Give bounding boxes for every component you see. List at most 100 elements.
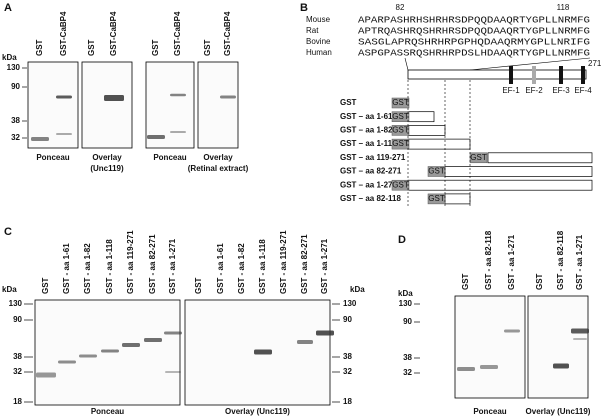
lane-label: GST bbox=[41, 277, 50, 294]
gel-band bbox=[164, 331, 182, 335]
lane-label: GST - aa 1-82 bbox=[237, 243, 246, 294]
lane-label: GST bbox=[203, 39, 212, 56]
sequence: APTRQASHRQSHRHRSDPQQDAAQRTYGPLLNRMFG bbox=[358, 26, 590, 37]
position-label: 118 bbox=[557, 3, 570, 12]
lane-label: GST - aa 119-271 bbox=[126, 230, 135, 294]
gst-box bbox=[391, 138, 410, 150]
caption: Ponceau bbox=[473, 407, 506, 416]
caption: Overlay bbox=[203, 153, 233, 162]
lane-label: GST - aa 1-61 bbox=[216, 243, 225, 294]
gst-tag: GST bbox=[428, 194, 445, 203]
lane-label: GST bbox=[35, 39, 44, 56]
caption: Ponceau bbox=[91, 407, 124, 416]
marker-label: 38 bbox=[403, 353, 412, 362]
position-label: 271 bbox=[588, 59, 601, 68]
ef-hand bbox=[559, 66, 563, 84]
lane-label: GST - aa 82-118 bbox=[556, 230, 565, 290]
lane-label: GST - aa 1-82 bbox=[83, 243, 92, 294]
lane-label: GST - aa 1-271 bbox=[168, 238, 177, 294]
species-label: Rat bbox=[306, 26, 319, 35]
construct-label: GST – aa 1-271 bbox=[340, 180, 397, 189]
gst-tag: GST bbox=[470, 153, 487, 162]
lane-label: GST - aa 1-271 bbox=[320, 238, 329, 294]
construct-label: GST – aa 1-61 bbox=[340, 112, 393, 121]
lane-label: GST - aa 82-271 bbox=[148, 234, 157, 294]
construct-bar bbox=[487, 152, 593, 164]
caption: (Unc119) bbox=[90, 164, 124, 173]
gel-band bbox=[480, 365, 498, 369]
gel-band bbox=[31, 137, 49, 141]
caption: Overlay (Unc119) bbox=[225, 407, 290, 416]
zoom-line bbox=[469, 57, 591, 71]
gel-band bbox=[297, 340, 313, 344]
lane-label: GST bbox=[461, 273, 470, 290]
caption: Overlay bbox=[92, 153, 122, 162]
ef-hand bbox=[532, 66, 536, 84]
panel-label: B bbox=[300, 2, 308, 14]
marker-label: 90 bbox=[343, 315, 352, 324]
caption: Ponceau bbox=[36, 153, 69, 162]
blot-frame bbox=[454, 295, 526, 399]
lane-label: GST-CaBP4 bbox=[59, 11, 68, 56]
lane-label: GST bbox=[535, 273, 544, 290]
marker-label: 90 bbox=[11, 82, 20, 91]
gst-box bbox=[427, 193, 446, 205]
lane-label: GST-CaBP4 bbox=[109, 11, 118, 56]
construct-bar bbox=[407, 138, 471, 150]
units-label: kDa bbox=[2, 285, 17, 294]
construct-label: GST – aa 82-118 bbox=[340, 194, 401, 203]
gel-band bbox=[147, 135, 165, 139]
construct-label: GST – aa 1-82 bbox=[340, 126, 393, 135]
marker-label: 130 bbox=[343, 299, 357, 308]
blot-frame bbox=[145, 61, 195, 149]
gst-box bbox=[391, 125, 410, 136]
gel-band bbox=[58, 360, 76, 364]
gel-band bbox=[56, 133, 72, 135]
zoom-line bbox=[404, 57, 409, 71]
panel-label: A bbox=[4, 2, 12, 14]
gel-band bbox=[56, 95, 72, 99]
gst-tag: GST bbox=[392, 98, 409, 107]
gst-tag: GST bbox=[392, 126, 409, 135]
lane-label: GST bbox=[194, 277, 203, 294]
marker-label: 90 bbox=[403, 317, 412, 326]
construct-label: GST bbox=[340, 98, 357, 107]
domain-label: EF-4 bbox=[574, 86, 592, 95]
gel-band bbox=[571, 328, 589, 334]
blot-frame bbox=[27, 61, 79, 149]
domain-label: EF-3 bbox=[552, 86, 570, 95]
gst-box bbox=[391, 179, 410, 191]
domain-label: EF-1 bbox=[502, 86, 520, 95]
marker-label: 32 bbox=[343, 367, 352, 376]
gel-band bbox=[36, 372, 56, 378]
lane-label: GST - aa 1-118 bbox=[258, 239, 267, 294]
species-label: Bovine bbox=[306, 37, 331, 46]
units-label: kDa bbox=[398, 289, 413, 298]
gel-band bbox=[573, 338, 587, 340]
caption: (Retinal extract) bbox=[188, 164, 249, 173]
protein-bar bbox=[407, 69, 587, 80]
marker-label: 32 bbox=[13, 367, 22, 376]
marker-label: 130 bbox=[7, 63, 21, 72]
construct-bar bbox=[407, 111, 435, 123]
ef-hand bbox=[581, 66, 585, 84]
construct-bar bbox=[444, 166, 593, 177]
panel-label: C bbox=[4, 226, 12, 238]
position-label: 82 bbox=[396, 3, 405, 12]
lane-label: GST - aa 1-118 bbox=[105, 239, 114, 294]
construct-bar bbox=[444, 193, 471, 205]
construct-label: GST – aa 1-118 bbox=[340, 139, 397, 148]
gel-band bbox=[122, 343, 140, 347]
lane-label: GST - aa 1-271 bbox=[575, 234, 584, 290]
gst-box bbox=[391, 111, 410, 122]
construct-label: GST – aa 119-271 bbox=[340, 153, 406, 162]
gel-band bbox=[79, 354, 97, 358]
marker-label: 32 bbox=[403, 368, 412, 377]
caption: Ponceau bbox=[153, 153, 186, 162]
species-label: Mouse bbox=[306, 15, 331, 24]
gel-band bbox=[254, 349, 272, 355]
gst-tag: GST bbox=[392, 139, 409, 148]
gel-band bbox=[457, 367, 475, 371]
lane-label: GST-CaBP4 bbox=[173, 11, 182, 56]
